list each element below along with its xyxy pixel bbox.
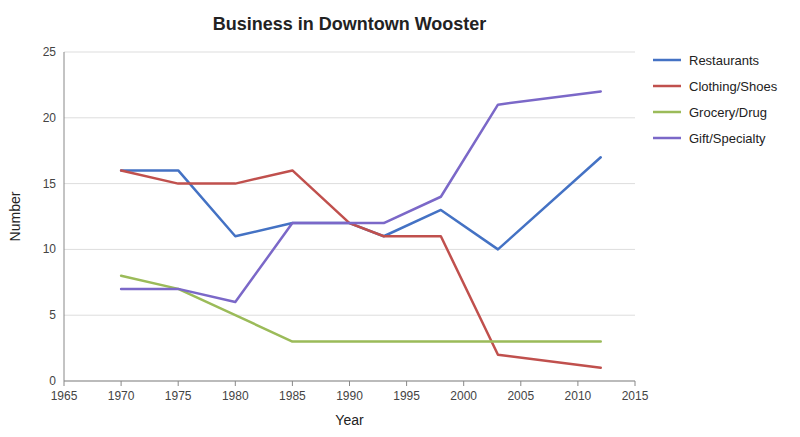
legend-label: Clothing/Shoes <box>689 79 778 94</box>
series-line <box>121 276 601 342</box>
x-axis <box>64 381 635 382</box>
x-tick-label: 2015 <box>622 389 649 403</box>
chart: Business in Downtown Wooster 0 5 10 15 20 25 19… <box>0 0 800 437</box>
x-tick-label: 2000 <box>450 389 477 403</box>
y-tick-label: 10 <box>43 242 57 256</box>
grid-line <box>64 249 635 250</box>
x-tick-label: 1965 <box>51 389 78 403</box>
x-tick-label: 1970 <box>108 389 135 403</box>
series-line <box>121 157 601 249</box>
x-tick <box>292 381 293 386</box>
x-tick-label: 1990 <box>336 389 363 403</box>
y-tick-label: 0 <box>49 374 56 388</box>
legend-swatch <box>653 137 681 140</box>
x-tick <box>349 381 350 386</box>
x-tick <box>178 381 179 386</box>
x-tick-label: 2010 <box>565 389 592 403</box>
x-tick-label: 1980 <box>222 389 249 403</box>
x-tick <box>406 381 407 386</box>
grid-line <box>64 183 635 184</box>
y-tick-label: 5 <box>49 308 56 322</box>
y-tick-label: 25 <box>43 45 57 59</box>
x-tick <box>64 381 65 386</box>
grid-line <box>64 117 635 118</box>
legend-swatch <box>653 111 681 114</box>
grid-line <box>64 52 635 53</box>
x-tick <box>463 381 464 386</box>
series-lines <box>121 91 601 367</box>
x-tick <box>635 381 636 386</box>
grid <box>64 52 635 381</box>
legend: Restaurants Clothing/Shoes Grocery/Drug Gif… <box>653 53 778 146</box>
x-tick-label: 1995 <box>393 389 420 403</box>
legend-swatch <box>653 85 681 88</box>
x-tick <box>520 381 521 386</box>
x-tick <box>235 381 236 386</box>
x-tick-label: 2005 <box>507 389 534 403</box>
chart-container: Business in Downtown Wooster 0 5 10 15 20 25 19… <box>0 0 800 437</box>
legend-label: Grocery/Drug <box>689 105 767 120</box>
y-tick-label: 15 <box>43 177 57 191</box>
legend-swatch <box>653 59 681 62</box>
legend-label: Restaurants <box>689 53 760 68</box>
y-tick-label: 20 <box>43 111 57 125</box>
chart-title: Business in Downtown Wooster <box>213 14 487 34</box>
x-tick <box>577 381 578 386</box>
series-line <box>121 91 601 302</box>
grid-line <box>64 381 635 382</box>
x-tick-label: 1985 <box>279 389 306 403</box>
y-axis-label: Number <box>7 191 23 241</box>
x-tick-label: 1975 <box>165 389 192 403</box>
y-axis <box>64 52 65 381</box>
x-axis-label: Year <box>335 412 364 428</box>
legend-label: Gift/Specialty <box>689 131 766 146</box>
series-line <box>121 170 601 367</box>
x-tick <box>121 381 122 386</box>
grid-line <box>64 315 635 316</box>
